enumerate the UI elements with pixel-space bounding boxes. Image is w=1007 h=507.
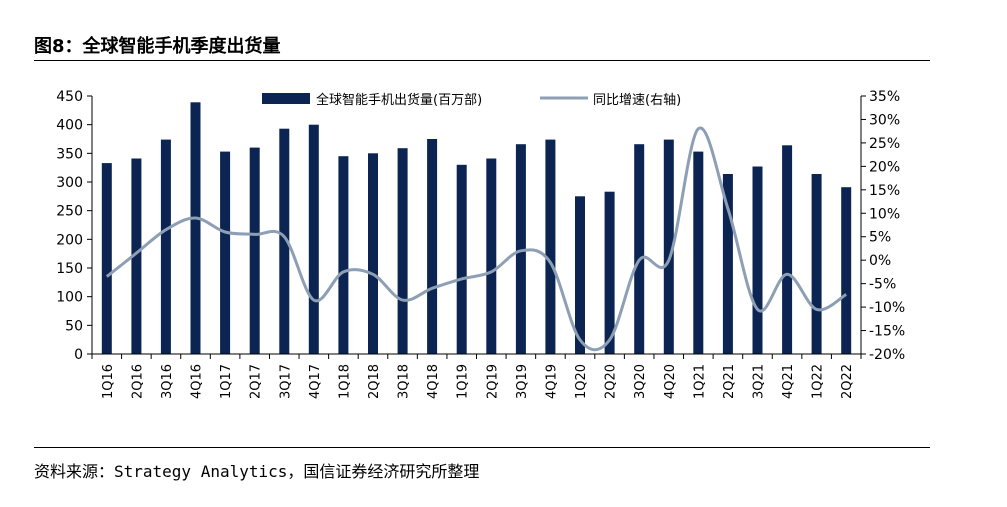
- bar-1Q21: [693, 151, 704, 354]
- bar-4Q19: [545, 139, 556, 354]
- bar-2Q16: [131, 158, 142, 354]
- x-tick-label: 3Q21: [751, 364, 766, 399]
- left-tick-label: 200: [56, 232, 83, 248]
- right-tick-label: -5%: [869, 277, 896, 293]
- bar-3Q19: [515, 144, 526, 354]
- source-note: 资料来源：Strategy Analytics，国信证券经济研究所整理: [34, 462, 480, 481]
- shipments-chart: 0 50 100 150 200 250 300 350 400 450 -20% -15% -10%…: [56, 89, 905, 399]
- x-tick-label: 3Q18: [397, 364, 412, 399]
- left-tick-label: 250: [56, 204, 83, 220]
- left-tick-label: 100: [56, 290, 83, 306]
- right-tick-label: -10%: [869, 300, 905, 316]
- bar-3Q18: [397, 148, 408, 354]
- title-divider: [34, 60, 930, 61]
- legend-line-label: 同比增速(右轴): [593, 93, 681, 108]
- right-tick-label: 20%: [869, 159, 900, 175]
- x-tick-label: 4Q16: [190, 364, 205, 399]
- left-tick-label: 0: [74, 347, 83, 363]
- bar-1Q20: [575, 196, 585, 354]
- right-tick-labels: -20% -15% -10% -5% 0% 5% 10% 15% 20% 25% 30% 35%: [861, 89, 905, 363]
- right-tick-label: 15%: [869, 183, 900, 199]
- x-tick-label: 4Q20: [663, 364, 678, 399]
- x-tick-label: 3Q16: [160, 364, 175, 399]
- x-tick-label: 1Q18: [337, 364, 352, 399]
- x-tick-label: 2Q16: [130, 364, 145, 399]
- right-tick-label: 10%: [869, 206, 900, 222]
- bar-4Q17: [308, 124, 319, 354]
- left-tick-label: 50: [65, 318, 83, 334]
- x-tick-label: 1Q22: [811, 364, 826, 399]
- bar-2Q20: [604, 191, 615, 354]
- bar-1Q22: [811, 174, 822, 354]
- legend-bar-swatch: [262, 93, 310, 104]
- right-tick-label: 30%: [869, 112, 900, 128]
- bar-3Q16: [160, 139, 171, 354]
- bar-3Q20: [634, 144, 645, 354]
- bar-4Q18: [427, 139, 438, 354]
- left-tick-labels: 0 50 100 150 200 250 300 350 400 450: [56, 89, 92, 363]
- x-tick-label: 2Q20: [604, 364, 619, 399]
- right-tick-label: -15%: [869, 324, 905, 340]
- x-tick-label: 1Q16: [101, 364, 116, 399]
- left-tick-label: 450: [56, 89, 83, 105]
- bar-4Q20: [663, 139, 674, 354]
- right-tick-label: 35%: [869, 89, 900, 105]
- bar-2Q17: [249, 147, 260, 354]
- right-tick-label: -20%: [869, 347, 905, 363]
- x-tick-label: 2Q17: [249, 364, 264, 399]
- growth-rate-line: [105, 126, 848, 352]
- x-tick-label: 4Q21: [781, 364, 796, 399]
- right-tick-label: 0%: [869, 253, 891, 269]
- bar-2Q21: [722, 174, 733, 354]
- bar-2Q18: [368, 153, 378, 354]
- x-tick-label: 1Q19: [456, 364, 471, 399]
- left-tick-label: 150: [56, 261, 83, 277]
- bar-1Q19: [456, 164, 467, 354]
- x-tick-label: 2Q21: [722, 364, 737, 399]
- bar-1Q18: [338, 156, 349, 354]
- left-tick-label: 400: [56, 118, 83, 134]
- source-divider: [34, 447, 930, 448]
- x-tick-label: 1Q21: [692, 364, 707, 399]
- bar-2Q19: [486, 158, 497, 354]
- bar-3Q21: [752, 166, 763, 354]
- right-tick-label: 5%: [869, 230, 891, 246]
- left-tick-label: 350: [56, 146, 83, 162]
- axes: [91, 96, 862, 355]
- bar-4Q21: [782, 145, 793, 354]
- x-tick-label: 2Q18: [367, 364, 382, 399]
- x-tick-label: 1Q20: [574, 364, 589, 399]
- x-tick-label: 3Q17: [278, 364, 293, 399]
- x-tick-label: 3Q20: [633, 364, 648, 399]
- bar-1Q17: [220, 151, 231, 354]
- x-tick-label: 2Q22: [840, 364, 855, 399]
- x-tick-label: 3Q19: [515, 364, 530, 399]
- x-tick-label: 4Q19: [544, 364, 559, 399]
- x-tick-labels: 1Q16 2Q16 3Q16 4Q16 1Q17 2Q17 3Q17 4Q17 1Q18 2Q18…: [91, 354, 862, 399]
- figure-title: 图8：全球智能手机季度出货量: [34, 36, 281, 57]
- bar-series: [101, 102, 852, 354]
- bar-1Q16: [101, 163, 112, 354]
- x-tick-label: 1Q17: [219, 364, 234, 399]
- bar-4Q16: [190, 102, 201, 354]
- legend: 全球智能手机出货量(百万部) 同比增速(右轴): [262, 92, 681, 108]
- bar-2Q22: [841, 187, 852, 354]
- x-tick-label: 4Q18: [426, 364, 441, 399]
- x-tick-label: 4Q17: [308, 364, 323, 399]
- left-tick-label: 300: [56, 175, 83, 191]
- bar-3Q17: [279, 128, 290, 354]
- legend-bar-label: 全球智能手机出货量(百万部): [316, 92, 482, 108]
- right-tick-label: 25%: [869, 136, 900, 152]
- x-tick-label: 2Q19: [485, 364, 500, 399]
